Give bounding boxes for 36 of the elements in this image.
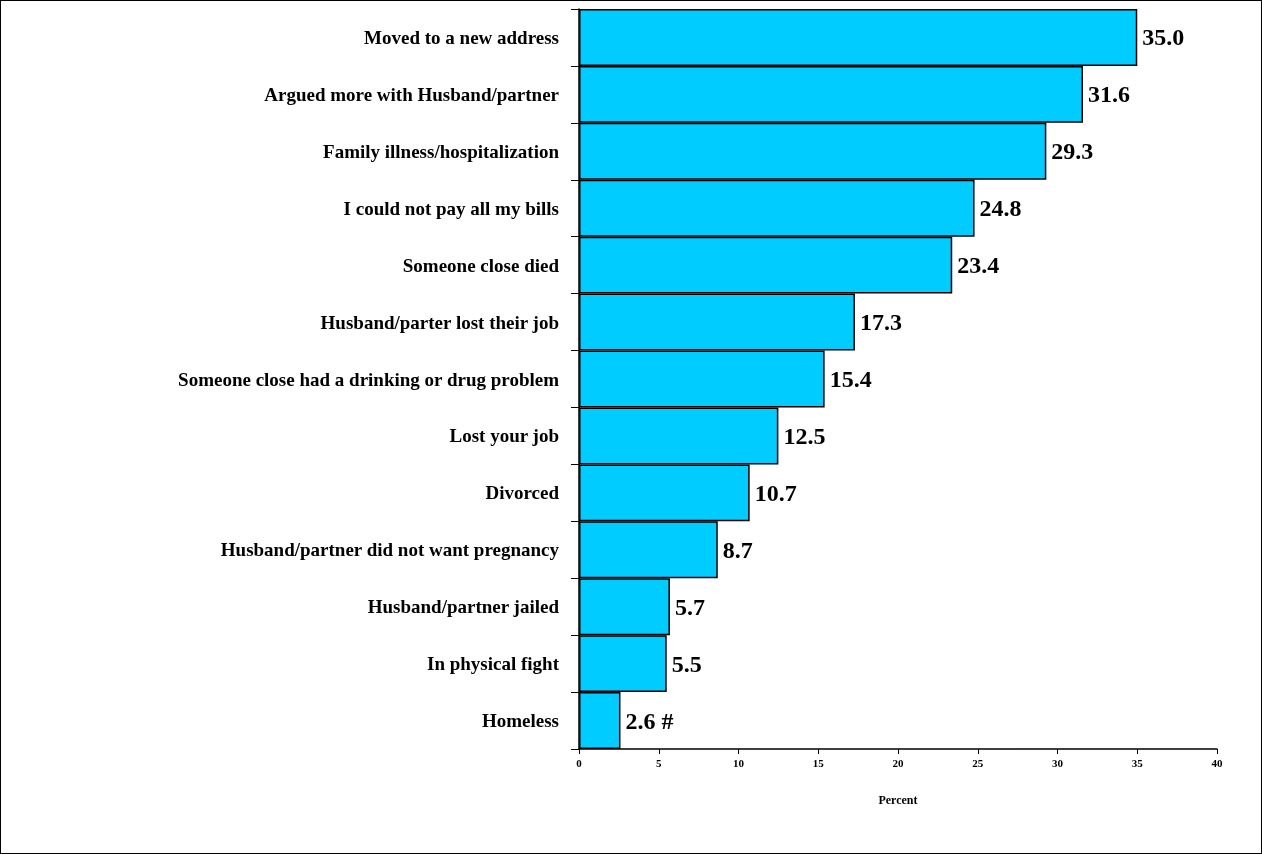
y-tick-label: I could not pay all my bills bbox=[343, 197, 559, 219]
x-tick-label: 0 bbox=[576, 756, 583, 769]
x-tick-label: 10 bbox=[733, 756, 745, 769]
y-tick-label: Lost your job bbox=[449, 425, 559, 447]
data-label: 15.4 bbox=[829, 366, 872, 392]
data-label: 31.6 bbox=[1088, 81, 1131, 108]
x-tick-label: 15 bbox=[812, 756, 825, 769]
y-tick-label: Homeless bbox=[481, 710, 559, 732]
data-label: 8.7 bbox=[722, 536, 753, 563]
data-label: 17.3 bbox=[859, 309, 902, 336]
x-tick-label: 30 bbox=[1052, 756, 1064, 769]
x-tick-label: 25 bbox=[972, 756, 984, 769]
y-tick-label: In physical fight bbox=[427, 653, 560, 675]
y-tick-label: Someone close died bbox=[402, 254, 560, 276]
data-label: 29.3 bbox=[1051, 138, 1094, 165]
data-label: 10.7 bbox=[754, 479, 797, 506]
data-label: 12.5 bbox=[783, 422, 826, 449]
data-label: 5.7 bbox=[674, 593, 705, 620]
y-tick-label: Husband/parter lost their job bbox=[320, 311, 559, 333]
x-tick-label: 20 bbox=[892, 756, 904, 769]
data-label: 24.8 bbox=[979, 195, 1022, 222]
x-tick-label: 40 bbox=[1211, 756, 1223, 769]
y-tick-label: Family illness/hospitalization bbox=[323, 140, 560, 162]
data-label: 2.6 # bbox=[625, 707, 674, 734]
y-tick-label: Husband/partner jailed bbox=[367, 596, 560, 618]
x-tick-label: 35 bbox=[1131, 756, 1144, 769]
y-tick-label: Divorced bbox=[485, 482, 560, 504]
data-label: 35.0 bbox=[1142, 24, 1185, 51]
data-label: 5.5 bbox=[671, 650, 702, 677]
y-tick-label: Argued more with Husband/partner bbox=[264, 83, 560, 105]
y-tick-label: Husband/partner did not want pregnancy bbox=[220, 539, 560, 561]
x-tick-label: 5 bbox=[656, 756, 662, 769]
y-tick-label: Someone close had a drinking or drug problem bbox=[178, 368, 560, 390]
y-tick-label: Moved to a new address bbox=[364, 26, 559, 48]
x-axis-title: Percent bbox=[878, 793, 918, 807]
data-label: 23.4 bbox=[957, 252, 1000, 279]
